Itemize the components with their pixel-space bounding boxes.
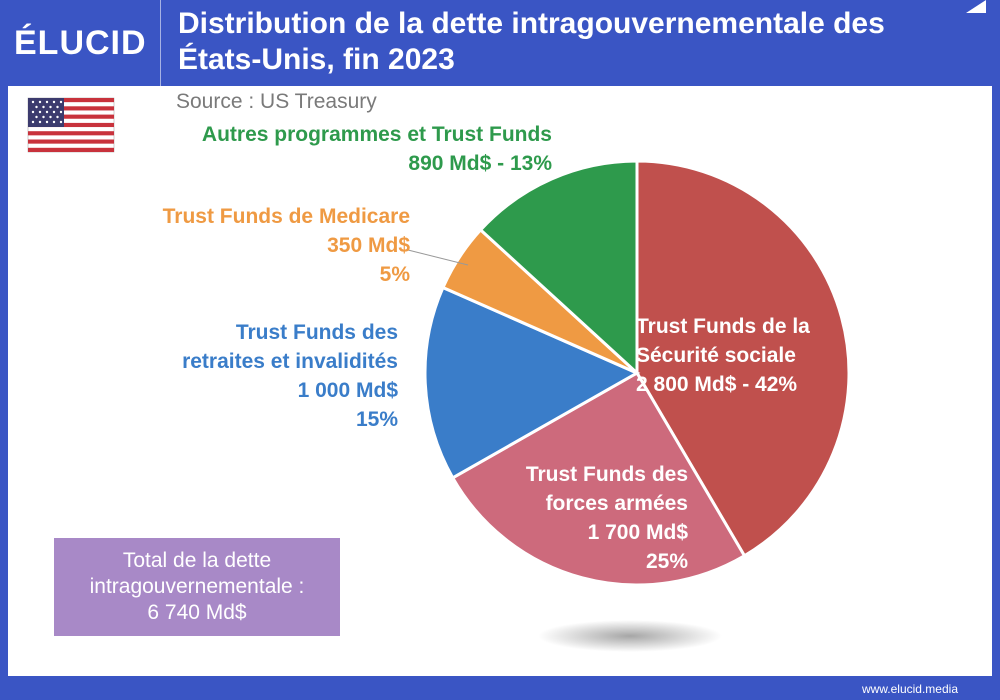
total-line: Total de la dette [122,549,272,572]
pie-chart [423,159,851,587]
slice-label-line: Sécurité sociale [636,344,796,367]
us-flag-icon [27,97,115,153]
pie-shadow [538,620,722,652]
slice-label-line: 5% [379,263,410,286]
slice-label-line: Trust Funds des [235,321,398,344]
elucid-mark-icon [966,0,986,13]
slice-label-line: Trust Funds de la [636,315,810,338]
slice-label-line: 350 Md$ [327,234,410,257]
slice-label-line: 1 000 Md$ [297,379,398,402]
title-line-2: États-Unis, fin 2023 [178,43,455,76]
header-bar: ÉLUCID Distribution de la dette intragou… [0,0,1000,86]
slice-label-line: Trust Funds des [525,463,688,486]
pie-slice-social-security [635,159,851,558]
slice-label-line: 2 800 Md$ - 42% [636,373,798,396]
source-note: Source : US Treasury [176,90,377,113]
pie-slice-other [478,159,639,377]
title-line-1: Distribution de la dette intragouverneme… [178,7,885,40]
total-debt-box: Total de la dette intragouvernementale :… [54,538,340,636]
total-line: intragouvernementale : [89,575,305,598]
slice-label-social-security: Trust Funds de la Sécurité sociale 2 800… [636,312,848,399]
total-line: 6 740 Md$ [147,601,247,624]
slice-label-line: Autres programmes et Trust Funds [201,123,552,146]
slice-label-line: retraites et invalidités [182,350,398,373]
slice-label-medicare: Trust Funds de Medicare 350 Md$ 5% [90,202,410,289]
slice-label-line: 25% [645,550,688,573]
slice-label-line: 1 700 Md$ [587,521,688,544]
slice-label-armed-forces: Trust Funds des forces armées 1 700 Md$ … [482,460,688,576]
slice-label-line: 15% [355,408,398,431]
slice-label-line: Trust Funds de Medicare [162,205,410,228]
pie-slice-armed-forces [450,370,747,587]
slice-label-line: 890 Md$ - 13% [408,152,552,175]
medicare-leader-line [407,249,469,266]
chart-title: Distribution de la dette intragouverneme… [178,6,988,78]
slice-label-line: forces armées [545,492,688,515]
slice-label-other: Autres programmes et Trust Funds 890 Md$… [110,120,552,178]
footer-url[interactable]: www.elucid.media [861,682,958,696]
header-divider [160,0,161,86]
elucid-logo: ÉLUCID [14,24,147,62]
pie-slice-retirement [423,285,641,480]
slice-label-retirement: Trust Funds des retraites et invalidités… [98,318,398,434]
